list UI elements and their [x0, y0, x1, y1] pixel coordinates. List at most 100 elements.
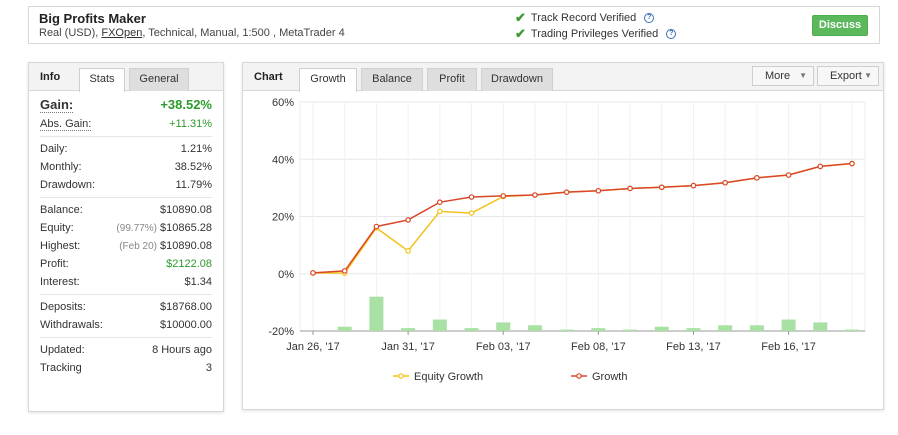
meta-suffix: , Technical, Manual, 1:500 , MetaTrader … [142, 27, 345, 39]
broker-link[interactable]: FXOpen [101, 27, 143, 39]
data-point [563, 189, 570, 195]
monthly-row: Monthly: 38.52% [40, 158, 212, 176]
meta-prefix: Real (USD), [39, 27, 102, 39]
x-tick-label: Feb 13, '17 [666, 341, 721, 353]
gain-value: +38.52% [160, 97, 212, 112]
bar [464, 328, 479, 331]
check-icon: ✔ [515, 10, 526, 25]
deposits-value: $18768.00 [160, 301, 212, 313]
x-tick-label: Jan 26, '17 [286, 341, 339, 353]
profit-value: $2122.08 [166, 258, 212, 270]
drawdown-value: 11.79% [175, 179, 213, 191]
data-point [849, 160, 855, 167]
tab-balance[interactable]: Balance [361, 68, 423, 91]
data-point [405, 248, 411, 254]
bar [654, 326, 669, 331]
tracking-value: 3 [205, 362, 212, 374]
deposits-label: Deposits: [40, 301, 86, 313]
tracking-row: Tracking 3 [40, 359, 212, 377]
legend-marker [398, 373, 404, 379]
updated-value: 8 Hours ago [152, 344, 212, 356]
balance-row: Balance: $10890.08 [40, 201, 212, 219]
info-panel: Info Stats General Gain: +38.52% Abs. Gai… [28, 62, 224, 412]
data-point [468, 210, 475, 216]
discuss-button[interactable]: Discuss [812, 15, 868, 36]
more-button[interactable]: More ▼ [752, 66, 814, 86]
bar [749, 325, 764, 331]
gain-row: Gain: +38.52% [40, 94, 212, 115]
track-record-verified: ✔ Track Record Verified ? [515, 10, 655, 26]
export-button[interactable]: Export ▼ [817, 66, 879, 86]
withdrawals-value: $10000.00 [160, 319, 212, 331]
withdrawals-label: Withdrawals: [40, 319, 103, 331]
highest-row: Highest: (Feb 20) $10890.08 [40, 237, 212, 255]
data-point [627, 185, 633, 192]
bar [559, 329, 574, 331]
interest-label: Interest: [40, 276, 80, 288]
chart-panel: Chart Growth Balance Profit Drawdown Mor… [242, 62, 884, 410]
tab-stats[interactable]: Stats [79, 68, 125, 92]
info-tabbar: Info Stats General [29, 63, 223, 92]
tab-general[interactable]: General [129, 68, 189, 91]
interest-row: Interest: $1.34 [40, 273, 212, 291]
data-point [500, 193, 507, 199]
data-point [785, 172, 792, 178]
data-point [437, 208, 443, 215]
drawdown-label: Drawdown: [40, 179, 96, 191]
tab-profit[interactable]: Profit [427, 68, 477, 91]
abs-gain-label: Abs. Gain: [40, 117, 92, 131]
tracking-label: Tracking [40, 362, 82, 374]
bar [369, 296, 384, 331]
highest-value: $10890.08 [160, 240, 212, 252]
help-icon[interactable]: ? [644, 13, 655, 23]
bar [401, 328, 416, 331]
tab-drawdown[interactable]: Drawdown [481, 68, 553, 91]
profit-row: Profit: $2122.08 [40, 255, 212, 273]
bar [337, 326, 352, 331]
more-label: More [765, 70, 791, 82]
balance-value: $10890.08 [160, 204, 212, 216]
track-record-label: Track Record Verified [530, 12, 637, 24]
bar [813, 322, 828, 331]
trading-privileges-label: Trading Privileges Verified [530, 28, 659, 40]
equity-label: Equity: [40, 222, 74, 234]
deposits-group: Deposits: $18768.00 Withdrawals: $10000.00 [40, 295, 212, 338]
monthly-value: 38.52% [174, 161, 212, 173]
check-icon: ✔ [515, 26, 526, 41]
bar [718, 325, 733, 331]
interest-value: $1.34 [184, 276, 212, 288]
abs-gain-value: +11.31% [169, 118, 212, 130]
data-point [690, 182, 697, 189]
x-tick-label: Jan 31, '17 [381, 341, 434, 353]
data-point [722, 179, 728, 186]
data-point [373, 223, 380, 230]
system-name: Big Profits Maker [39, 11, 146, 26]
data-point [817, 163, 824, 170]
balance-group: Balance: $10890.08 Equity: (99.77%) $10865.… [40, 198, 212, 295]
help-icon[interactable]: ? [666, 29, 677, 39]
bar [496, 322, 511, 331]
bar [527, 325, 542, 331]
data-point [341, 268, 348, 274]
system-meta: Real (USD), FXOpen, Technical, Manual, 1… [39, 27, 345, 39]
system-header: Big Profits Maker Real (USD), FXOpen, Te… [28, 6, 880, 44]
export-label: Export [830, 70, 862, 82]
growth-chart: 60% 40% 20% 0% -20% Jan 26, '17 Jan 31, '17 Feb… [268, 97, 866, 383]
y-tick-label: 20% [272, 212, 294, 224]
withdrawals-row: Withdrawals: $10000.00 [40, 316, 212, 334]
highest-label: Highest: [40, 240, 81, 252]
y-tick-label: 40% [272, 154, 294, 166]
data-point [468, 194, 475, 200]
updated-label: Updated: [40, 344, 85, 356]
x-tick-label: Feb 03, '17 [476, 341, 531, 353]
trading-privileges-verified: ✔ Trading Privileges Verified ? [515, 26, 677, 42]
monthly-label: Monthly: [40, 161, 82, 173]
y-tick-label: -20% [268, 326, 294, 338]
deposits-row: Deposits: $18768.00 [40, 298, 212, 316]
data-point [595, 187, 602, 194]
bar [686, 328, 701, 331]
y-tick-label: 60% [272, 97, 294, 109]
drawdown-row: Drawdown: 11.79% [40, 176, 212, 194]
data-point [658, 184, 665, 191]
tab-growth[interactable]: Growth [299, 68, 357, 92]
